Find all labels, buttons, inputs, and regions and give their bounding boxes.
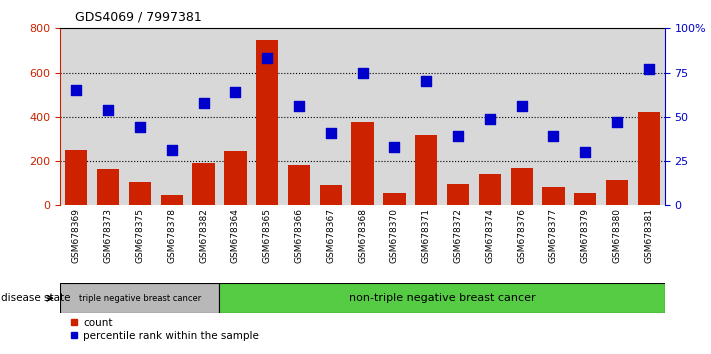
Bar xyxy=(351,122,374,205)
Point xyxy=(325,130,336,136)
Bar xyxy=(220,28,251,205)
Point xyxy=(198,100,209,105)
Point xyxy=(611,119,623,125)
Bar xyxy=(283,28,315,205)
Bar xyxy=(65,150,87,205)
Point xyxy=(547,133,559,139)
Legend: count, percentile rank within the sample: count, percentile rank within the sample xyxy=(65,314,263,345)
Bar xyxy=(220,283,665,313)
Bar xyxy=(570,28,602,205)
Point xyxy=(579,149,591,155)
Bar xyxy=(474,28,506,205)
Bar xyxy=(606,180,629,205)
Bar xyxy=(602,28,633,205)
Bar xyxy=(60,28,92,205)
Bar xyxy=(479,175,501,205)
Bar xyxy=(124,28,156,205)
Text: disease state: disease state xyxy=(1,293,71,303)
Bar xyxy=(442,28,474,205)
Point xyxy=(484,116,496,121)
Bar xyxy=(378,28,410,205)
Bar xyxy=(320,185,342,205)
Point xyxy=(70,87,82,93)
Bar xyxy=(129,182,151,205)
Bar xyxy=(193,163,215,205)
Bar xyxy=(288,166,310,205)
Bar xyxy=(347,28,378,205)
Point xyxy=(134,125,146,130)
Point xyxy=(262,56,273,61)
Bar xyxy=(415,135,437,205)
Point xyxy=(389,144,400,150)
Text: GDS4069 / 7997381: GDS4069 / 7997381 xyxy=(75,11,201,24)
Bar xyxy=(224,151,247,205)
Bar xyxy=(638,113,660,205)
Bar xyxy=(410,28,442,205)
Bar xyxy=(256,40,278,205)
Bar xyxy=(538,28,570,205)
Bar xyxy=(383,193,405,205)
Bar xyxy=(574,193,597,205)
Bar xyxy=(97,169,119,205)
Bar xyxy=(315,28,347,205)
Text: triple negative breast cancer: triple negative breast cancer xyxy=(79,294,201,303)
Point xyxy=(230,89,241,95)
Bar xyxy=(510,168,533,205)
Bar xyxy=(447,184,469,205)
Bar xyxy=(161,195,183,205)
Point xyxy=(102,107,114,113)
Bar xyxy=(92,28,124,205)
Bar xyxy=(506,28,538,205)
Point xyxy=(166,148,178,153)
Point xyxy=(452,133,464,139)
Point xyxy=(643,66,655,72)
Bar xyxy=(542,187,565,205)
Bar xyxy=(633,28,665,205)
Point xyxy=(420,79,432,84)
Point xyxy=(357,70,368,75)
Bar xyxy=(188,28,220,205)
Text: non-triple negative breast cancer: non-triple negative breast cancer xyxy=(349,293,535,303)
Bar xyxy=(156,28,188,205)
Bar xyxy=(251,28,283,205)
Bar xyxy=(60,283,220,313)
Point xyxy=(516,103,528,109)
Point xyxy=(294,103,305,109)
